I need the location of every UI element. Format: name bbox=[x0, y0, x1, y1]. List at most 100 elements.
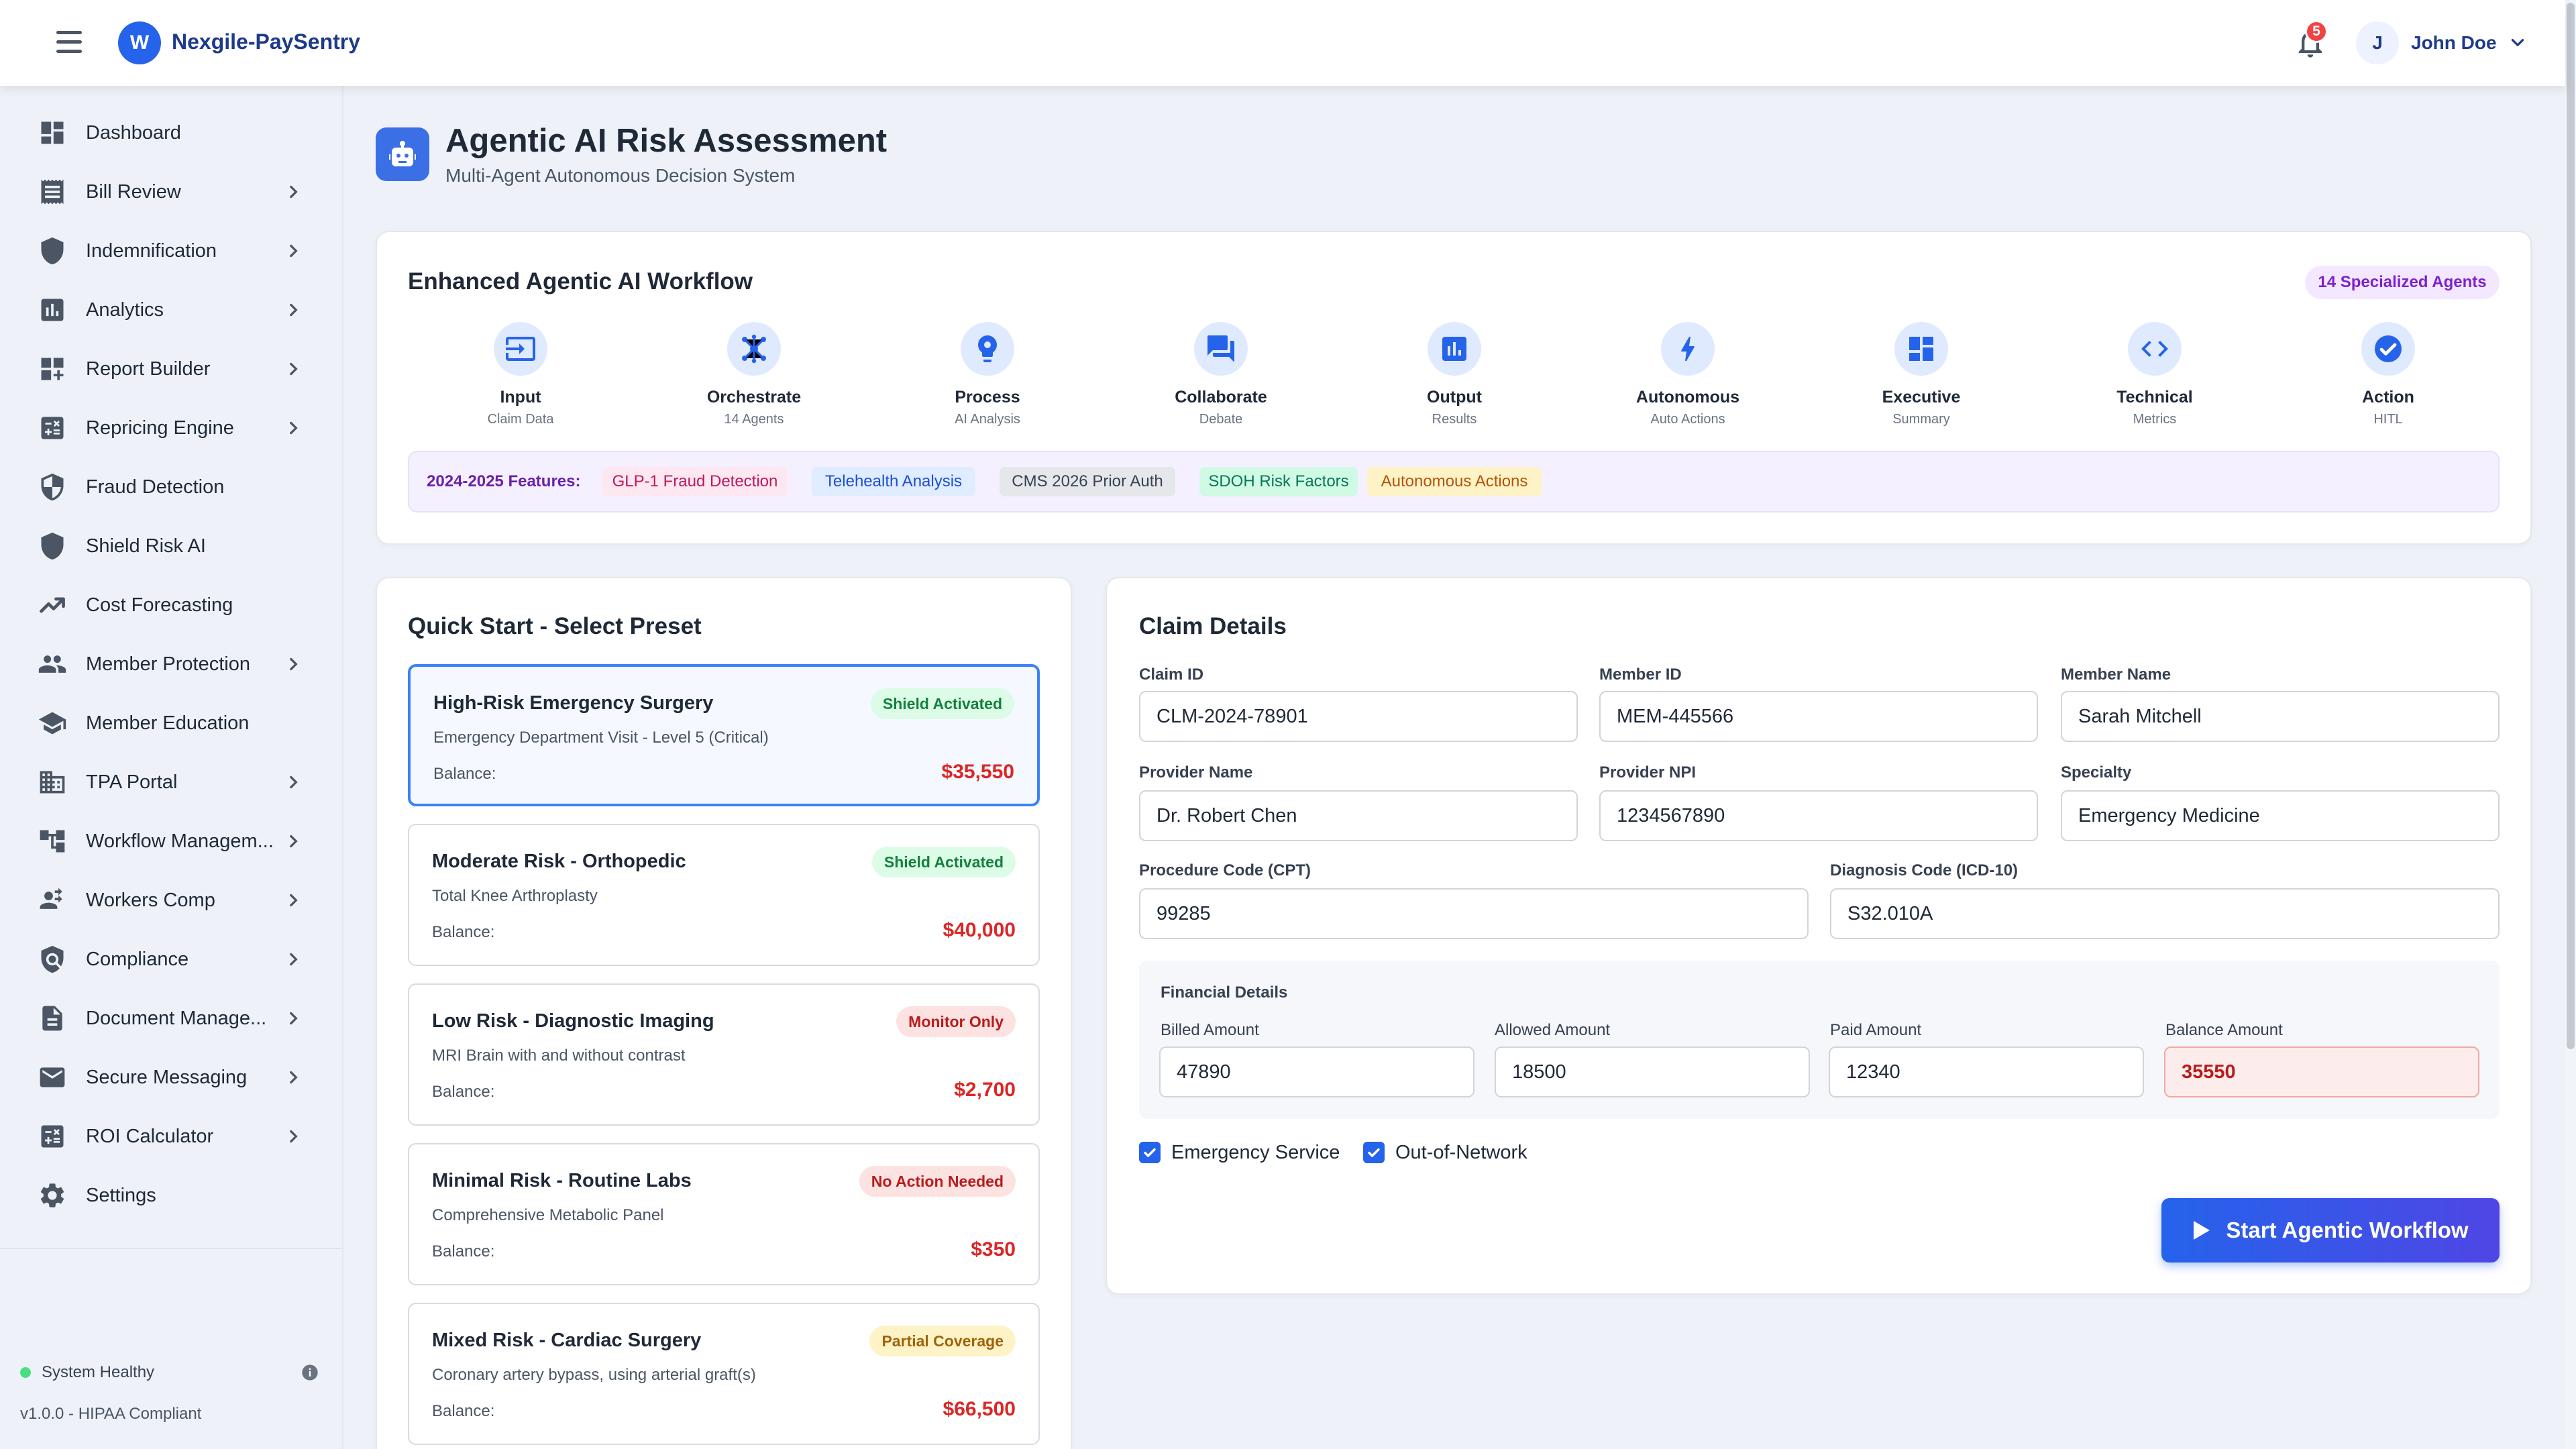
specialty-label: Specialty bbox=[2061, 763, 2132, 782]
status-badge: Monitor Only bbox=[896, 1006, 1016, 1037]
sidebar-item-label: Dashboard bbox=[86, 121, 181, 144]
step-label: Input bbox=[500, 388, 541, 407]
workflow-step-action[interactable]: Action HITL bbox=[2308, 322, 2469, 429]
worker-icon bbox=[40, 888, 62, 909]
sidebar-item-label: Workers Comp bbox=[86, 889, 215, 911]
step-label: Technical bbox=[2116, 388, 2193, 407]
sidebar-item-member-protection[interactable]: Member Protection bbox=[0, 639, 343, 690]
preset-description: Coronary artery bypass, using arterial g… bbox=[432, 1366, 756, 1384]
preset-title: Low Risk - Diagnostic Imaging bbox=[432, 1010, 714, 1032]
chevron-right-icon bbox=[290, 775, 298, 789]
balance-value: $350 bbox=[971, 1238, 1016, 1260]
version-text: v1.0.0 - HIPAA Compliant bbox=[20, 1405, 202, 1423]
chevron-right-icon bbox=[290, 244, 298, 258]
sidebar-item-indemnification[interactable]: Indemnification bbox=[0, 225, 343, 276]
preset-card[interactable]: High-Risk Emergency Surgery Shield Activ… bbox=[408, 664, 1040, 806]
features-bar: 2024-2025 Features: GLP-1 Fraud Detectio… bbox=[408, 451, 2500, 513]
sidebar-item-tpa-portal[interactable]: TPA Portal bbox=[0, 757, 343, 808]
sidebar-item-label: Bill Review bbox=[86, 180, 181, 203]
claim-id-input[interactable] bbox=[1139, 691, 1578, 742]
workflow-step-executive[interactable]: Executive Summary bbox=[1841, 322, 2002, 429]
sidebar-item-label: TPA Portal bbox=[86, 771, 178, 793]
checkmark-icon bbox=[1368, 1148, 1380, 1157]
billed-amount-input[interactable] bbox=[1159, 1046, 1474, 1097]
step-sublabel: Summary bbox=[1892, 412, 1950, 427]
sidebar-item-dashboard[interactable]: Dashboard bbox=[0, 107, 343, 158]
sidebar-item-bill-review[interactable]: Bill Review bbox=[0, 166, 343, 217]
sidebar-item-shield-risk-ai[interactable]: Shield Risk AI bbox=[0, 521, 343, 572]
balance-label: Balance: bbox=[432, 923, 495, 941]
psychology-icon bbox=[978, 335, 997, 362]
balance-label: Balance: bbox=[432, 1083, 495, 1101]
calculator-icon bbox=[41, 1125, 64, 1148]
workflow-step-orchestrate[interactable]: Orchestrate 14 Agents bbox=[674, 322, 835, 429]
analytics-icon bbox=[41, 299, 64, 321]
preset-card[interactable]: Minimal Risk - Routine Labs No Action Ne… bbox=[408, 1143, 1040, 1285]
step-label: Output bbox=[1427, 388, 1482, 407]
step-label: Action bbox=[2362, 388, 2414, 407]
financial-details-title: Financial Details bbox=[1161, 983, 1288, 1002]
menu-icon[interactable] bbox=[56, 31, 82, 54]
sidebar-item-workflow-management[interactable]: Workflow Managem... bbox=[0, 816, 343, 867]
workflow-step-process[interactable]: Process AI Analysis bbox=[907, 322, 1068, 429]
member-id-input[interactable] bbox=[1599, 691, 2038, 742]
sidebar-item-repricing-engine[interactable]: Repricing Engine bbox=[0, 402, 343, 453]
user-menu[interactable]: J John Doe bbox=[2356, 21, 2526, 64]
sidebar-item-member-education[interactable]: Member Education bbox=[0, 698, 343, 749]
workflow-step-collaborate[interactable]: Collaborate Debate bbox=[1140, 322, 1301, 429]
emergency-service-checkbox[interactable] bbox=[1139, 1142, 1161, 1163]
user-name: John Doe bbox=[2411, 32, 2497, 53]
sidebar-item-fraud-detection[interactable]: Fraud Detection bbox=[0, 462, 343, 513]
workflow-step-technical[interactable]: Technical Metrics bbox=[2074, 322, 2235, 429]
allowed-amount-input[interactable] bbox=[1495, 1046, 1810, 1097]
specialty-input[interactable] bbox=[2061, 790, 2500, 841]
provider-name-input[interactable] bbox=[1139, 790, 1578, 841]
paid-amount-input[interactable] bbox=[1829, 1046, 2144, 1097]
sidebar-item-document-management[interactable]: Document Manage... bbox=[0, 993, 343, 1044]
preset-card[interactable]: Moderate Risk - Orthopedic Shield Activa… bbox=[408, 824, 1040, 966]
balance-label: Balance: bbox=[433, 765, 496, 783]
provider-npi-input[interactable] bbox=[1599, 790, 2038, 841]
sidebar-item-secure-messaging[interactable]: Secure Messaging bbox=[0, 1052, 343, 1103]
chevron-right-icon bbox=[290, 362, 298, 376]
workflow-step-input[interactable]: Input Claim Data bbox=[440, 322, 601, 429]
school-icon bbox=[38, 712, 66, 735]
sidebar: Dashboard Bill Review Indemnification An… bbox=[0, 86, 343, 1449]
preset-card[interactable]: Mixed Risk - Cardiac Surgery Partial Cov… bbox=[408, 1303, 1040, 1445]
scrollbar-thumb[interactable] bbox=[2567, 3, 2575, 1049]
workflow-title: Enhanced Agentic AI Workflow bbox=[408, 268, 753, 294]
workflow-step-autonomous[interactable]: Autonomous Auto Actions bbox=[1607, 322, 1768, 429]
icd-input[interactable] bbox=[1830, 888, 2500, 939]
sidebar-item-analytics[interactable]: Analytics bbox=[0, 284, 343, 335]
sidebar-item-label: Fraud Detection bbox=[86, 476, 225, 498]
preset-description: MRI Brain with and without contrast bbox=[432, 1046, 686, 1065]
cpt-input[interactable] bbox=[1139, 888, 1809, 939]
info-icon[interactable] bbox=[301, 1363, 319, 1382]
balance-amount-input[interactable] bbox=[2164, 1046, 2479, 1097]
dashboard-icon bbox=[1909, 337, 1933, 361]
start-workflow-button[interactable]: Start Agentic Workflow bbox=[2161, 1198, 2500, 1263]
chevron-right-icon bbox=[290, 1130, 298, 1143]
sidebar-item-label: Repricing Engine bbox=[86, 417, 234, 439]
sidebar-item-compliance[interactable]: Compliance bbox=[0, 934, 343, 985]
preset-card[interactable]: Low Risk - Diagnostic Imaging Monitor On… bbox=[408, 983, 1040, 1126]
allowed-amount-label: Allowed Amount bbox=[1495, 1021, 1611, 1039]
balance-value: $35,550 bbox=[941, 761, 1014, 783]
sidebar-item-label: Shield Risk AI bbox=[86, 535, 206, 557]
balance-value: $40,000 bbox=[943, 919, 1016, 941]
sidebar-item-roi-calculator[interactable]: ROI Calculator bbox=[0, 1111, 343, 1162]
sidebar-item-cost-forecasting[interactable]: Cost Forecasting bbox=[0, 580, 343, 631]
step-label: Orchestrate bbox=[706, 388, 802, 407]
emergency-service-label: Emergency Service bbox=[1171, 1142, 1340, 1163]
sidebar-item-label: Analytics bbox=[86, 299, 164, 321]
sidebar-item-settings[interactable]: Settings bbox=[0, 1170, 343, 1221]
status-badge: No Action Needed bbox=[859, 1166, 1016, 1197]
sidebar-item-workers-comp[interactable]: Workers Comp bbox=[0, 875, 343, 926]
sidebar-item-report-builder[interactable]: Report Builder bbox=[0, 343, 343, 394]
balance-value: $66,500 bbox=[943, 1398, 1016, 1420]
member-name-input[interactable] bbox=[2061, 691, 2500, 742]
workflow-step-output[interactable]: Output Results bbox=[1374, 322, 1535, 429]
out-of-network-checkbox[interactable] bbox=[1363, 1142, 1385, 1163]
sidebar-item-label: Member Protection bbox=[86, 653, 250, 675]
balance-label: Balance: bbox=[432, 1402, 495, 1420]
